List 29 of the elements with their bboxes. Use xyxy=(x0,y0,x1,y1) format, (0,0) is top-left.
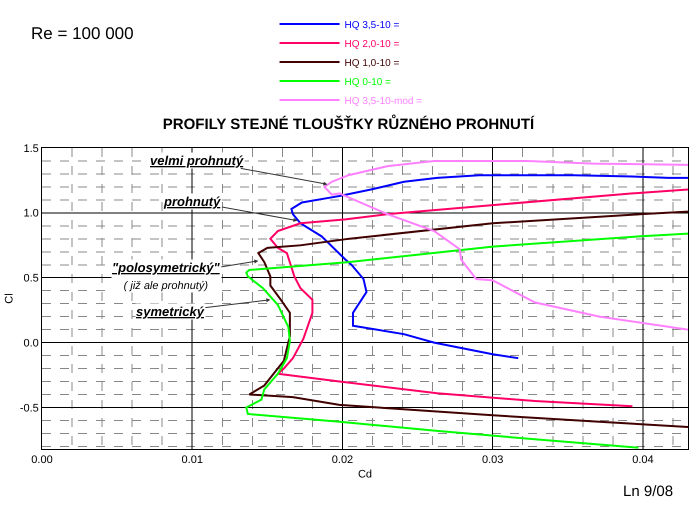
text: HQ 3,5-10 = xyxy=(344,20,400,31)
line-series xyxy=(269,188,688,408)
x-axis-title: Cd xyxy=(358,468,372,480)
y-tick-label: 1.5 xyxy=(24,142,39,155)
text: HQ 3,5-10-mod = xyxy=(344,96,422,107)
x-tick-label: 0.00 xyxy=(31,454,53,466)
x-tick-label: 0.01 xyxy=(182,454,203,466)
text: Ln 9/08 xyxy=(623,483,674,500)
x-tick-label: 0.03 xyxy=(482,454,504,466)
x-tick-label: 0.02 xyxy=(332,454,354,466)
line-series xyxy=(245,232,688,449)
x-tick-label: 0.04 xyxy=(632,454,654,466)
annotation: symetrický xyxy=(136,304,205,319)
y-tick-label: -0.5 xyxy=(20,402,39,414)
y-axis-title: Cl xyxy=(3,293,16,304)
text: Re = 100 000 xyxy=(31,24,134,43)
y-tick-label: 0.5 xyxy=(24,272,39,285)
annotation: velmi prohnutý xyxy=(150,153,244,168)
text: HQ 0-10 = xyxy=(344,76,392,88)
line-series xyxy=(290,174,688,360)
line-series xyxy=(248,210,688,428)
y-tick-label: 0.0 xyxy=(24,337,39,350)
text: HQ 2,0-10 = xyxy=(344,38,400,50)
text: HQ 1,0-10 = xyxy=(344,58,400,69)
annotation: prohnutý xyxy=(163,194,222,209)
y-tick-label: 1.0 xyxy=(24,208,39,220)
annotation: "polosymetrický" ( již ale prohnutý) xyxy=(112,260,221,292)
chart-title: PROFILY STEJNÉ TLOUŠŤKY RŮZNÉHO PROHNUTÍ xyxy=(162,114,536,133)
line-series xyxy=(323,160,688,331)
